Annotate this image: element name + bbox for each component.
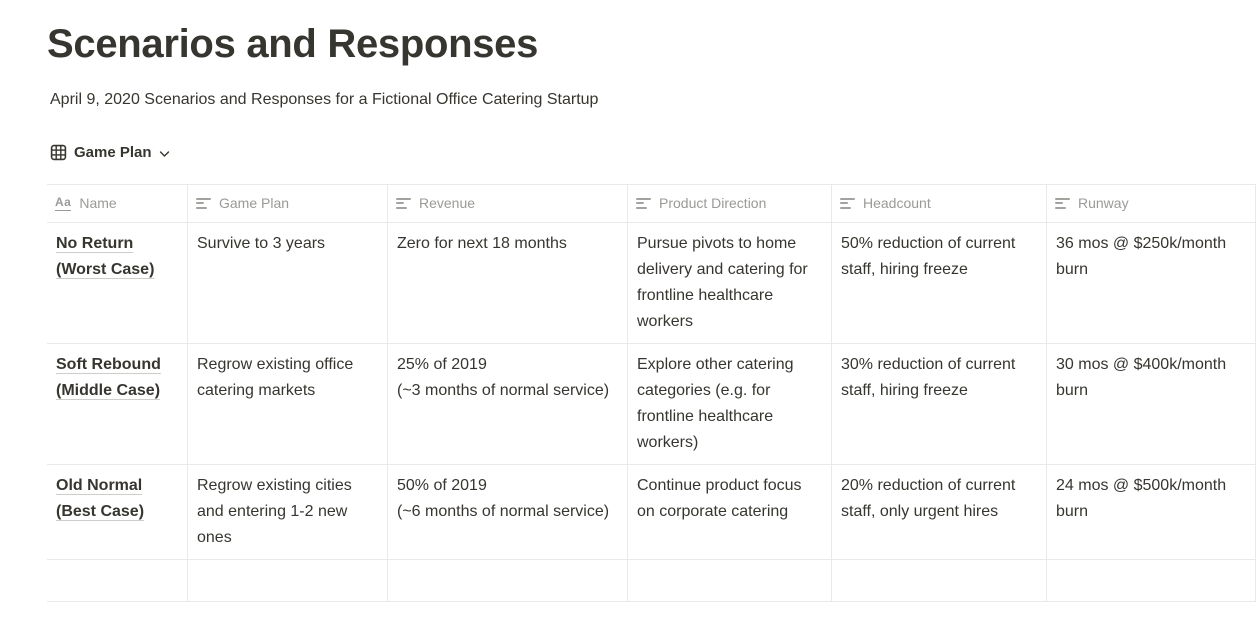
- table-cell[interactable]: 30% reduction of current staff, hiring f…: [832, 343, 1047, 464]
- table-row: [47, 559, 1256, 602]
- name-cell[interactable]: Old Normal (Best Case): [47, 464, 188, 559]
- column-header-label: Name: [79, 195, 117, 212]
- page-link: No Return (Worst Case): [56, 234, 155, 278]
- column-header-label: Product Direction: [659, 195, 767, 212]
- table-cell[interactable]: 30 mos @ $400k/month burn: [1047, 343, 1256, 464]
- table-cell[interactable]: Regrow existing office catering markets: [188, 343, 388, 464]
- view-name: Game Plan: [74, 144, 152, 162]
- name-cell[interactable]: No Return (Worst Case): [47, 222, 188, 343]
- name-cell[interactable]: [47, 559, 188, 601]
- title-icon: Aa: [55, 195, 72, 212]
- table-cell[interactable]: Pursue pivots to home delivery and cater…: [628, 222, 832, 343]
- view-switcher-game-plan[interactable]: Game Plan: [50, 142, 170, 164]
- text-icon: [1055, 197, 1070, 209]
- page-subtitle[interactable]: April 9, 2020 Scenarios and Responses fo…: [50, 91, 599, 108]
- cell-text: 50% reduction of current staff, hiring f…: [841, 234, 1016, 278]
- table-cell[interactable]: 25% of 2019 (~3 months of normal service…: [388, 343, 628, 464]
- cell-text: 30 mos @ $400k/month burn: [1056, 355, 1227, 399]
- column-header-label: Game Plan: [219, 195, 290, 212]
- table-cell[interactable]: [832, 559, 1047, 601]
- cell-text: Continue product focus on corporate cate…: [637, 476, 802, 520]
- table-cell[interactable]: Survive to 3 years: [188, 222, 388, 343]
- column-header-label: Runway: [1078, 195, 1129, 212]
- text-icon: [636, 197, 651, 209]
- table-cell[interactable]: [628, 559, 832, 601]
- table-cell[interactable]: 50% reduction of current staff, hiring f…: [832, 222, 1047, 343]
- column-header-game-plan[interactable]: Game Plan: [188, 184, 388, 222]
- cell-text: Regrow existing office catering markets: [197, 355, 354, 399]
- column-header-label: Revenue: [419, 195, 476, 212]
- cell-text: Zero for next 18 months: [397, 234, 567, 252]
- column-header-product-direction[interactable]: Product Direction: [628, 184, 832, 222]
- column-header-headcount[interactable]: Headcount: [832, 184, 1047, 222]
- table-cell[interactable]: [388, 559, 628, 601]
- cell-text: Regrow existing cities and entering 1-2 …: [197, 476, 352, 546]
- cell-text: 30% reduction of current staff, hiring f…: [841, 355, 1016, 399]
- table-cell[interactable]: 36 mos @ $250k/month burn: [1047, 222, 1256, 343]
- database-table: Aa Name Game Plan Revenue Product Direction H…: [47, 183, 1256, 602]
- page-title[interactable]: Scenarios and Responses: [47, 22, 539, 66]
- page-link: Soft Rebound (Middle Case): [56, 355, 161, 399]
- table-cell[interactable]: [1047, 559, 1256, 601]
- table-row: Soft Rebound (Middle Case) Regrow existin…: [47, 343, 1256, 465]
- table-header-row: Aa Name Game Plan Revenue Product Direction H…: [47, 183, 1256, 223]
- table-cell[interactable]: Zero for next 18 months: [388, 222, 628, 343]
- column-header-runway[interactable]: Runway: [1047, 184, 1256, 222]
- table-cell[interactable]: 20% reduction of current staff, only urg…: [832, 464, 1047, 559]
- cell-text: Survive to 3 years: [197, 234, 326, 252]
- column-header-label: Headcount: [863, 195, 931, 212]
- table-cell[interactable]: 50% of 2019 (~6 months of normal service…: [388, 464, 628, 559]
- text-icon: [396, 197, 411, 209]
- table-cell[interactable]: Explore other catering categories (e.g. …: [628, 343, 832, 464]
- text-icon: [840, 197, 855, 209]
- cell-text: 25% of 2019 (~3 months of normal service…: [397, 355, 610, 399]
- table-view-icon: [50, 144, 67, 161]
- table-cell[interactable]: 24 mos @ $500k/month burn: [1047, 464, 1256, 559]
- column-header-name[interactable]: Aa Name: [47, 184, 188, 222]
- table-cell[interactable]: [188, 559, 388, 601]
- name-cell[interactable]: Soft Rebound (Middle Case): [47, 343, 188, 464]
- page-link: Old Normal (Best Case): [56, 476, 145, 520]
- table-cell[interactable]: Continue product focus on corporate cate…: [628, 464, 832, 559]
- table-row: No Return (Worst Case) Survive to 3 years…: [47, 222, 1256, 344]
- notion-page: Scenarios and Responses April 9, 2020 Sc…: [47, 22, 1256, 602]
- cell-text: 24 mos @ $500k/month burn: [1056, 476, 1227, 520]
- cell-text: 50% of 2019 (~6 months of normal service…: [397, 476, 610, 520]
- cell-text: Pursue pivots to home delivery and cater…: [637, 234, 808, 330]
- cell-text: 36 mos @ $250k/month burn: [1056, 234, 1227, 278]
- text-icon: [196, 197, 211, 209]
- column-header-revenue[interactable]: Revenue: [388, 184, 628, 222]
- table-cell[interactable]: Regrow existing cities and entering 1-2 …: [188, 464, 388, 559]
- cell-text: 20% reduction of current staff, only urg…: [841, 476, 1016, 520]
- cell-text: Explore other catering categories (e.g. …: [637, 355, 794, 451]
- table-row: Old Normal (Best Case) Regrow existing ci…: [47, 464, 1256, 560]
- chevron-down-icon: [159, 150, 170, 158]
